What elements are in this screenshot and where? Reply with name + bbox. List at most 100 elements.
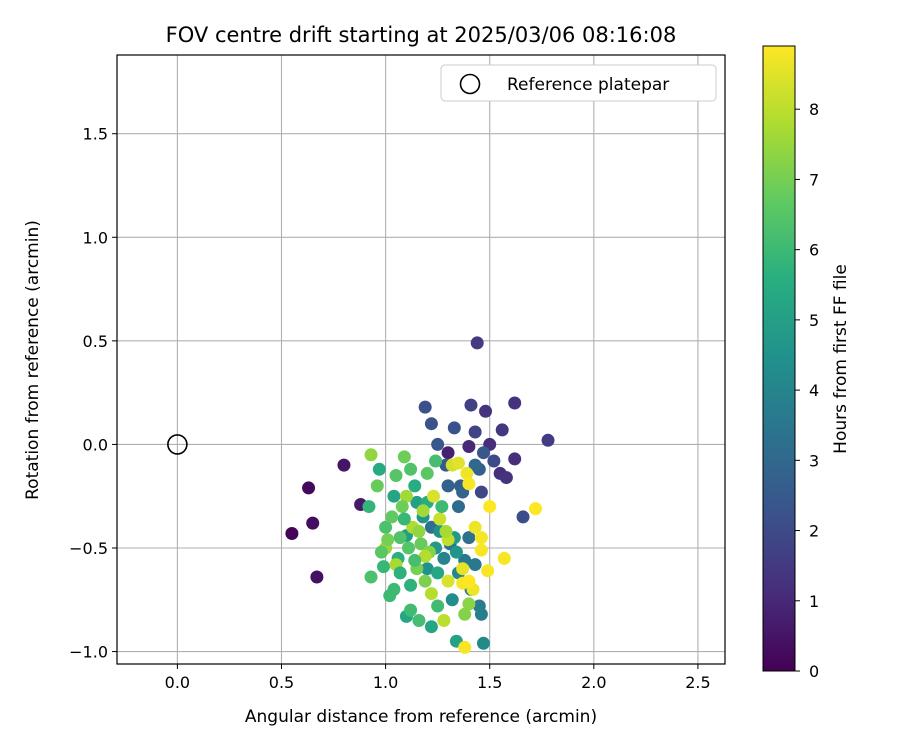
- y-tick-label: 1.0: [83, 228, 108, 247]
- colorbar-label: Hours from first FF file: [831, 264, 851, 454]
- data-point: [470, 336, 484, 350]
- data-point: [412, 524, 426, 538]
- data-point: [476, 446, 490, 460]
- data-point: [431, 599, 445, 613]
- data-point: [420, 466, 434, 480]
- data-point: [404, 578, 418, 592]
- data-point: [508, 452, 522, 466]
- data-point: [379, 520, 393, 534]
- data-point: [474, 531, 488, 545]
- colorbar-tick-label: 1: [809, 592, 819, 611]
- data-point: [424, 587, 438, 601]
- colorbar-tick-label: 2: [809, 522, 819, 541]
- x-tick-label: 1.0: [373, 673, 398, 692]
- colorbar-tick-label: 7: [809, 170, 819, 189]
- data-point: [431, 437, 445, 451]
- data-point: [437, 551, 451, 565]
- data-point: [393, 566, 407, 580]
- data-point: [416, 504, 430, 518]
- colorbar: 0 1 2 3 4 5 6 7 8 Hours from first FF file: [762, 45, 851, 681]
- data-point: [393, 531, 407, 545]
- colorbar-gradient: [762, 45, 796, 672]
- colorbar-ticks: 0 1 2 3 4 5 6 7 8: [795, 100, 819, 681]
- data-point: [431, 566, 445, 580]
- data-point: [541, 433, 555, 447]
- data-point: [426, 489, 440, 503]
- data-point: [387, 489, 401, 503]
- data-point: [464, 398, 478, 412]
- y-tick-label: −0.5: [69, 539, 108, 558]
- data-point: [412, 614, 426, 627]
- data-point: [516, 510, 530, 524]
- data-point: [420, 562, 434, 576]
- data-point: [385, 510, 399, 524]
- legend-open-circle-icon: [459, 73, 481, 95]
- data-point: [306, 516, 320, 530]
- data-point: [377, 560, 391, 574]
- colorbar-tick-label: 6: [809, 241, 819, 260]
- data-point: [424, 417, 438, 431]
- data-point: [302, 481, 316, 495]
- x-axis-label: Angular distance from reference (arcmin): [245, 707, 597, 727]
- data-point: [364, 570, 378, 584]
- data-point: [399, 489, 413, 503]
- data-point: [429, 454, 443, 468]
- data-point: [433, 512, 447, 526]
- data-point: [397, 512, 411, 526]
- data-point: [418, 574, 432, 588]
- legend: Reference platepar: [440, 64, 717, 102]
- data-point: [441, 446, 455, 460]
- y-tick-label: 1.5: [83, 125, 108, 144]
- plot-frame: [116, 54, 726, 665]
- data-point: [441, 479, 455, 493]
- legend-box: [440, 64, 717, 102]
- colorbar-tick-label: 4: [809, 381, 819, 400]
- data-point: [451, 456, 465, 470]
- data-point: [456, 562, 470, 576]
- y-axis-label: Rotation from reference (arcmin): [23, 220, 43, 500]
- data-point: [499, 471, 513, 485]
- data-point: [408, 553, 422, 567]
- data-point: [435, 500, 449, 514]
- data-point: [395, 500, 409, 514]
- y-axis-ticks: −1.0 −0.5 0.0 0.5 1.0 1.5: [69, 125, 117, 662]
- data-point: [474, 485, 488, 499]
- x-axis-ticks: 0.0 0.5 1.0 1.5 2.0 2.5: [165, 664, 711, 692]
- data-point: [447, 421, 461, 435]
- y-tick-label: −1.0: [69, 643, 108, 662]
- data-point: [468, 558, 482, 572]
- data-point: [462, 531, 476, 545]
- x-tick-label: 2.0: [581, 673, 606, 692]
- chart-title: FOV centre drift starting at 2025/03/06 …: [166, 23, 677, 47]
- data-point: [462, 597, 476, 611]
- reference-platepar-marker: [167, 434, 188, 455]
- data-point: [402, 541, 416, 555]
- data-point: [476, 636, 490, 650]
- data-point: [418, 549, 432, 563]
- colorbar-tick-label: 8: [809, 100, 819, 119]
- data-point: [458, 640, 472, 654]
- colorbar-tick-label: 5: [809, 311, 819, 330]
- data-point: [495, 423, 509, 437]
- data-point: [337, 458, 351, 472]
- data-point: [462, 477, 476, 491]
- data-point: [462, 440, 476, 453]
- data-points: [285, 336, 555, 654]
- data-point: [474, 607, 488, 621]
- data-point: [439, 524, 453, 538]
- data-point: [474, 543, 488, 557]
- data-point: [468, 425, 482, 439]
- data-point: [449, 545, 463, 559]
- data-point: [508, 396, 522, 410]
- data-point: [462, 574, 476, 588]
- data-point: [418, 400, 432, 414]
- data-point: [383, 589, 397, 603]
- data-point: [285, 527, 299, 540]
- data-point: [362, 500, 376, 514]
- data-point: [389, 469, 403, 482]
- data-point: [404, 462, 418, 476]
- x-tick-label: 0.0: [165, 673, 190, 692]
- data-point: [381, 533, 395, 547]
- data-point: [487, 454, 501, 468]
- data-point: [445, 593, 459, 607]
